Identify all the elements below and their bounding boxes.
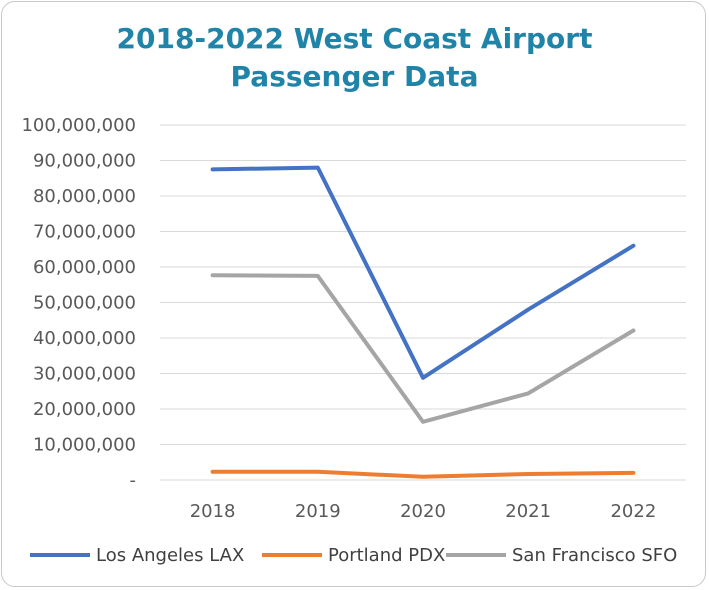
y-tick-label-0: - bbox=[130, 470, 137, 491]
x-tick-label-2020: 2020 bbox=[400, 501, 446, 522]
y-tick-label-9: 90,000,000 bbox=[33, 151, 136, 172]
y-tick-label-8: 80,000,000 bbox=[33, 186, 136, 207]
x-tick-label-2019: 2019 bbox=[295, 501, 341, 522]
y-tick-label-3: 30,000,000 bbox=[33, 364, 136, 385]
legend-label-1: Portland PDX bbox=[328, 545, 445, 566]
x-tick-label-2021: 2021 bbox=[505, 501, 551, 522]
y-tick-label-4: 40,000,000 bbox=[33, 328, 136, 349]
x-tick-label-2022: 2022 bbox=[610, 501, 656, 522]
y-tick-label-10: 100,000,000 bbox=[21, 115, 136, 136]
series-line-2 bbox=[210, 273, 636, 424]
y-tick-label-6: 60,000,000 bbox=[33, 257, 136, 278]
legend-label-0: Los Angeles LAX bbox=[96, 545, 244, 566]
chart-title-line-1: 2018-2022 West Coast Airport bbox=[116, 22, 593, 55]
legend-label-2: San Francisco SFO bbox=[512, 545, 677, 566]
y-tick-label-5: 50,000,000 bbox=[33, 293, 136, 314]
y-tick-label-1: 10,000,000 bbox=[33, 435, 136, 456]
y-tick-label-2: 20,000,000 bbox=[33, 399, 136, 420]
y-tick-label-7: 70,000,000 bbox=[33, 222, 136, 243]
x-tick-label-2018: 2018 bbox=[190, 501, 236, 522]
series-line-1 bbox=[210, 469, 636, 479]
series-line-0 bbox=[210, 165, 636, 380]
chart-title-line-2: Passenger Data bbox=[230, 60, 479, 93]
